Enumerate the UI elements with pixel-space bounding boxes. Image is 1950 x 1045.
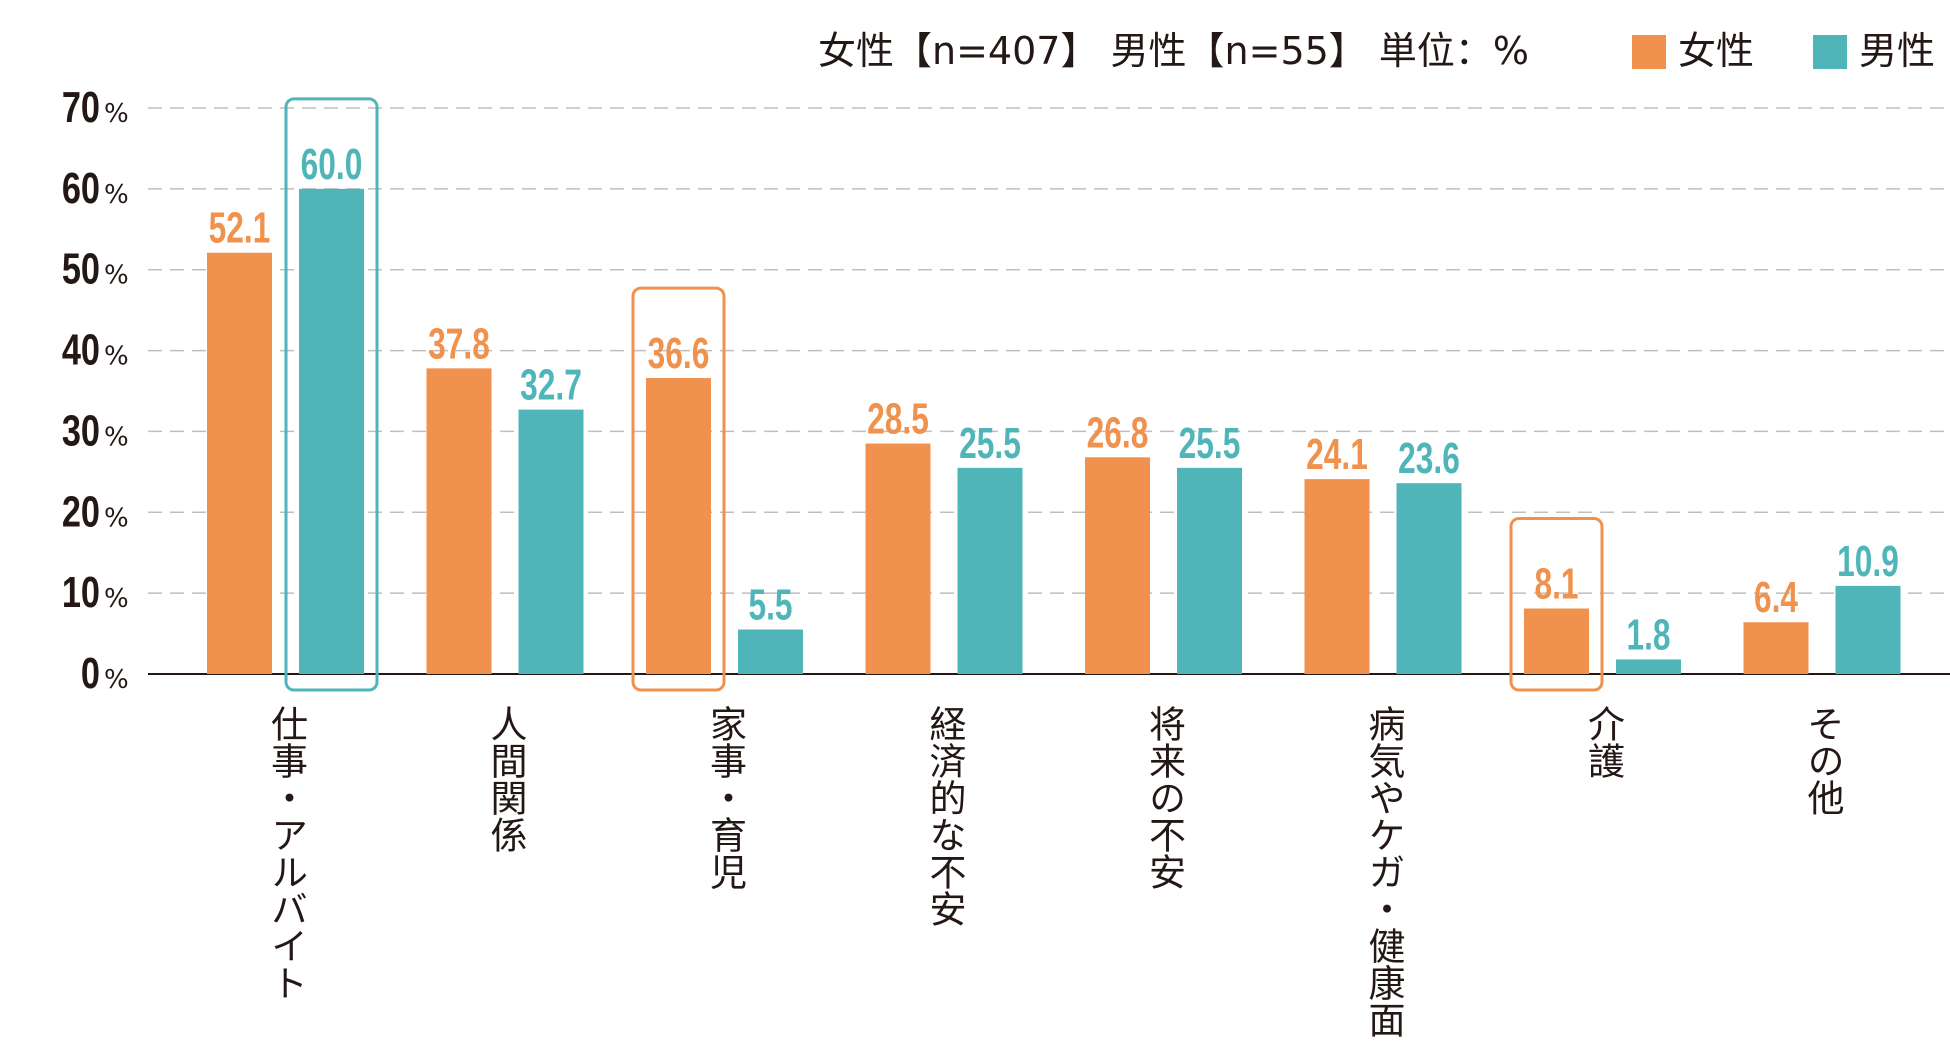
- bar-male: [1835, 585, 1901, 674]
- bar-female: [1085, 457, 1150, 674]
- highlight-box: [284, 97, 379, 692]
- bar-value-label: 1.8: [1626, 610, 1670, 659]
- bar-male: [518, 409, 584, 674]
- y-tick-unit: %: [104, 180, 129, 210]
- bar-value-label: 37.8: [428, 319, 490, 368]
- bar-male: [1396, 483, 1462, 674]
- y-tick-label: 60: [62, 164, 100, 213]
- bar-value-label: 24.1: [1306, 430, 1368, 479]
- y-tick-label: 30: [62, 406, 100, 455]
- bar-value-label: 8.1: [1534, 559, 1578, 608]
- bar-female: [426, 368, 492, 674]
- bar-male: [299, 188, 364, 674]
- category-label: 経済的な不安: [923, 705, 966, 927]
- bar-female: [646, 378, 711, 674]
- y-tick-label: 0: [81, 649, 100, 698]
- bar-male: [1177, 467, 1242, 674]
- legend-label-male: 男性: [1859, 29, 1936, 73]
- category-label: 将来の不安: [1142, 705, 1186, 890]
- bar-value-label: 52.1: [209, 204, 271, 253]
- y-tick-unit: %: [104, 99, 129, 129]
- category-label: 仕事・アルバイト: [264, 705, 308, 1001]
- y-tick-unit: %: [104, 503, 129, 533]
- y-tick-unit: %: [104, 584, 129, 614]
- category-label: 家事・育児: [703, 705, 747, 890]
- bar-value-label: 32.7: [520, 361, 582, 410]
- y-tick-unit: %: [104, 422, 129, 452]
- highlight-box: [1509, 517, 1604, 692]
- bar-male: [738, 629, 803, 674]
- bar-value-label: 36.6: [648, 329, 710, 378]
- bar-male: [1616, 659, 1681, 674]
- bar-value-label: 28.5: [867, 395, 929, 444]
- bar-value-label: 25.5: [1179, 419, 1241, 468]
- bar-value-label: 5.5: [748, 581, 792, 630]
- y-tick-label: 70: [62, 83, 100, 132]
- legend-swatch-female: [1632, 35, 1666, 69]
- legend-item-male: 男性: [1813, 20, 1935, 75]
- y-tick-label: 20: [62, 487, 100, 536]
- y-tick-unit: %: [104, 261, 129, 291]
- category-label: 人間関係: [484, 705, 527, 853]
- bar-value-label: 23.6: [1398, 434, 1460, 483]
- legend-label-female: 女性: [1678, 29, 1755, 73]
- bar-female: [1743, 622, 1809, 674]
- sample-size-info: 女性【n=407】 男性【n=55】 単位：%: [818, 29, 1529, 73]
- bar-value-label: 60.0: [301, 140, 363, 189]
- bar-female: [865, 443, 931, 674]
- bar-female: [1524, 608, 1589, 674]
- category-label: その他: [1801, 705, 1844, 816]
- y-tick-label: 10: [62, 568, 100, 617]
- chart-header: 女性【n=407】 男性【n=55】 単位：% 女性 男性: [0, 16, 1950, 76]
- legend-item-female: 女性: [1632, 20, 1754, 75]
- bar-male: [957, 467, 1023, 674]
- legend-swatch-male: [1813, 35, 1847, 69]
- y-tick-label: 50: [62, 245, 100, 294]
- y-tick-unit: %: [104, 342, 129, 372]
- bar-value-label: 26.8: [1087, 408, 1149, 457]
- bar-value-label: 10.9: [1837, 537, 1899, 586]
- y-tick-label: 40: [62, 326, 100, 375]
- highlight-box: [631, 286, 726, 692]
- y-tick-unit: %: [104, 665, 129, 695]
- category-label: 介護: [1581, 705, 1625, 779]
- category-label: 病気やケガ・健康面: [1362, 705, 1405, 1038]
- bar-value-label: 25.5: [959, 419, 1021, 468]
- bar-value-label: 6.4: [1754, 573, 1799, 622]
- bar-female: [1304, 479, 1370, 674]
- bar-female: [207, 252, 272, 674]
